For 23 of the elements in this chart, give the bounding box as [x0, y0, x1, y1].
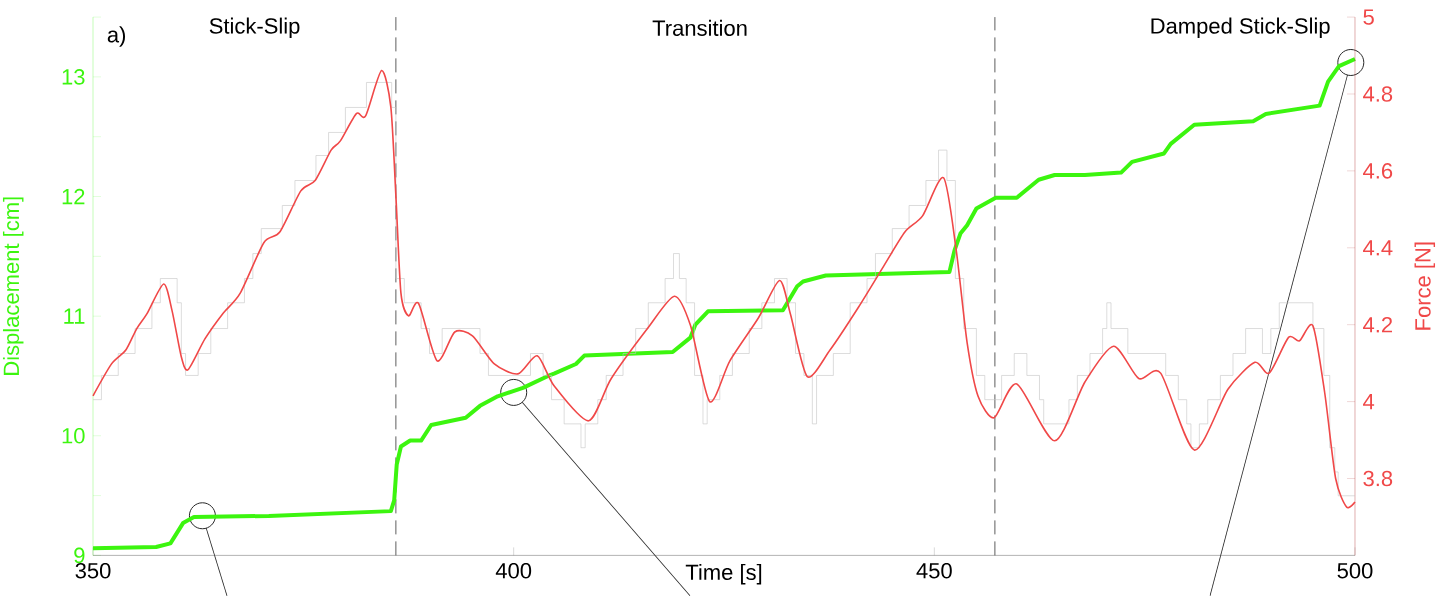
y2-tick-label: 4.6 — [1363, 163, 1393, 179]
y2-tick-label: 3.8 — [1363, 470, 1393, 487]
annotation: Transition — [652, 19, 747, 36]
y-tick-label: 11 — [64, 308, 85, 324]
y-tick-label: 12 — [62, 188, 85, 205]
y2-tick-label: 4.4 — [1363, 240, 1393, 256]
y-tick-label: 9 — [74, 547, 85, 564]
y2-tick-label: 4 — [1363, 394, 1375, 410]
y2-tick-label: 4.8 — [1363, 86, 1393, 102]
y-tick-label: 13 — [62, 69, 85, 85]
y2-tick-label: 4.2 — [1363, 317, 1393, 333]
y2-axis-title: Force [N] — [1414, 242, 1436, 330]
y2-tick-label: 5 — [1363, 9, 1374, 25]
annotation: a) — [107, 26, 126, 47]
x-tick-label: 450 — [916, 562, 952, 579]
x-axis-title: Time [s] — [685, 563, 762, 585]
y-tick-label: 10 — [62, 427, 85, 444]
x-tick-label: 400 — [495, 562, 532, 579]
annotation: Stick-Slip — [209, 17, 300, 39]
annotation: Damped Stick-Slip — [1151, 17, 1330, 39]
y-axis-title: Displacement [cm] — [2, 197, 24, 375]
x-tick-label: 350 — [75, 562, 111, 579]
x-tick-label: 500 — [1337, 562, 1373, 579]
